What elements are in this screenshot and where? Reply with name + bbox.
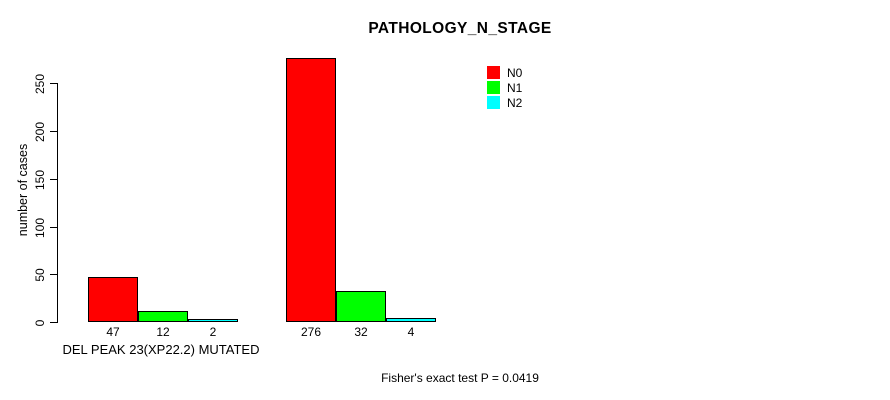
y-tick-label: 200 — [33, 121, 47, 142]
bar-value-label: 4 — [407, 325, 415, 339]
x-axis-group-label: DEL PEAK 23(XP22.2) MUTATED — [62, 342, 260, 357]
legend-label: N1 — [507, 80, 523, 95]
y-tick-mark — [50, 83, 57, 84]
y-tick-mark — [50, 131, 57, 132]
y-tick-label: 100 — [33, 217, 47, 238]
bar-N0-group2 — [286, 58, 336, 322]
y-tick-mark — [50, 274, 57, 275]
stat-test-text: Fisher's exact test P = 0.0419 — [381, 371, 539, 385]
bar-N0-group1 — [88, 277, 138, 322]
legend-label: N0 — [507, 65, 523, 80]
bar-value-label: 276 — [300, 325, 322, 339]
chart-title: PATHOLOGY_N_STAGE — [368, 20, 552, 37]
bar-value-label: 32 — [354, 325, 368, 339]
legend-swatch-icon — [487, 66, 500, 79]
bar-value-label: 47 — [106, 325, 120, 339]
y-tick-label: 250 — [33, 73, 47, 94]
bar-value-label: 12 — [156, 325, 170, 339]
y-tick-label: 150 — [33, 169, 47, 190]
bar-value-label: 2 — [209, 325, 217, 339]
legend-swatch-icon — [487, 81, 500, 94]
legend-label: N2 — [507, 95, 523, 110]
y-tick-mark — [50, 322, 57, 323]
bar-N1-group2 — [336, 291, 386, 322]
y-tick-mark — [50, 179, 57, 180]
y-axis-label: number of cases — [16, 143, 30, 237]
legend-entry-N0: N0 — [487, 65, 522, 80]
bar-N2-group2 — [386, 318, 436, 322]
y-tick-mark — [50, 227, 57, 228]
y-tick-label: 0 — [33, 319, 47, 326]
legend-swatch-icon — [487, 96, 500, 109]
y-tick-label: 50 — [33, 267, 47, 282]
legend: N0 N1 N2 — [487, 65, 522, 110]
y-axis-line — [57, 83, 58, 323]
bar-N2-group1 — [188, 319, 238, 322]
bar-N1-group1 — [138, 311, 188, 322]
legend-entry-N2: N2 — [487, 95, 522, 110]
legend-entry-N1: N1 — [487, 80, 522, 95]
